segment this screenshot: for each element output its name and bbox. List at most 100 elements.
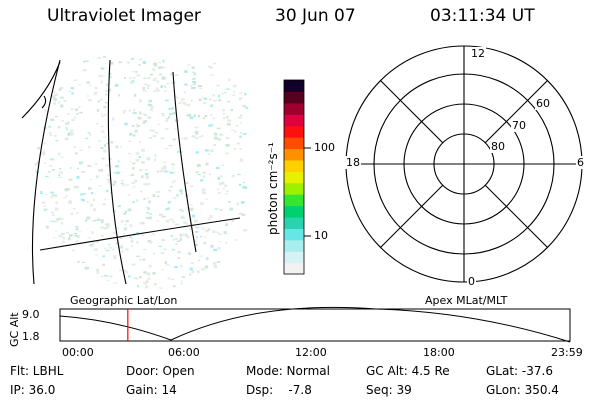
speckle [91,231,94,234]
speckle [202,102,207,105]
speckle [66,232,70,234]
speckle [122,183,125,187]
speckle [111,117,115,121]
speckle [84,266,87,270]
speckle [134,179,138,183]
speckle [188,273,192,276]
speckle [236,142,240,145]
speckle [213,144,217,147]
speckle [160,137,165,140]
speckle [217,138,221,141]
speckle [234,239,238,241]
speckle [88,99,92,102]
speckle [147,84,151,87]
flt-status: Flt: LBHL [10,364,64,378]
speckle [58,176,63,179]
speckle [232,84,237,88]
speckle [131,124,135,127]
speckle [51,194,56,197]
speckle [204,149,209,152]
speckle [171,163,175,166]
color-bar-stripe [284,205,304,218]
speckle [135,126,139,128]
speckle [140,190,143,193]
speckle [167,201,171,204]
speckle [146,157,151,161]
speckle [184,104,189,106]
speckle [127,208,132,212]
speckle [143,271,147,274]
speckle [107,179,111,181]
speckle [191,66,195,69]
speckle [86,60,89,62]
speckle [170,185,173,188]
speckle [115,242,120,245]
speckle [194,130,199,134]
color-bar-stripe [284,159,304,172]
meridian-diagonal [484,80,548,144]
speckle [60,96,64,99]
speckle [143,183,148,186]
speckle [155,191,159,193]
speckle [73,146,76,148]
speckle [93,91,98,94]
speckle [54,207,59,211]
lat-label-60: 60 [535,97,551,110]
speckle [118,94,121,97]
speckle [180,264,183,268]
speckle [189,185,194,187]
speckle [139,221,143,225]
speckle [53,135,57,137]
speckle [139,168,143,172]
lat-lon-grid [21,59,241,285]
speckle [167,207,170,210]
speckle [105,90,109,92]
speckle [239,92,243,94]
speckle [124,224,127,226]
speckle [58,234,63,238]
speckle [210,114,213,116]
speckle [216,188,220,191]
speckle [101,115,105,117]
speckle [57,125,61,129]
speckle [112,232,116,234]
speckle [70,87,75,90]
speckle [161,167,165,170]
speckle [176,240,181,242]
speckle [162,66,166,69]
speckle [82,199,85,202]
speckle [89,84,92,87]
speckle [43,149,46,152]
speckle [192,81,197,84]
speckle [96,268,100,272]
speckle [207,228,211,231]
speckle [130,81,134,84]
speckle [155,87,159,90]
speckle [130,240,134,243]
speckle [160,251,165,255]
coastline-mark [41,95,47,109]
speckle [125,184,130,186]
speckle [58,88,62,91]
speckle [152,129,155,132]
speckle [121,179,124,182]
speckle [124,210,127,213]
speckle [102,255,105,258]
speckle [100,98,104,101]
speckle [184,137,188,140]
speckle [96,271,100,274]
speckle [95,240,100,243]
speckle [236,125,239,127]
speckle [204,265,209,269]
speckle [149,73,154,76]
speckle [57,152,61,156]
speckle [202,191,206,195]
speckle [212,94,216,97]
speckle [221,164,225,167]
speckle [55,194,58,198]
speckle [59,87,64,90]
speckle [244,92,247,96]
aurora-emission-speckles [34,56,248,289]
speckle [132,112,135,114]
speckle [136,232,140,235]
